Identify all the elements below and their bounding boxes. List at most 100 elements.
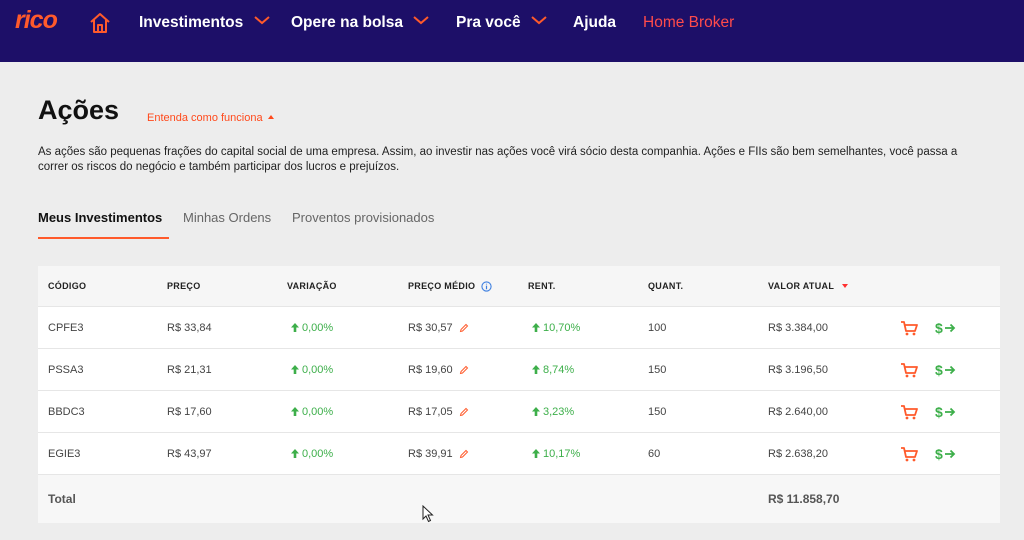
sell-button[interactable]: $ [935,307,957,348]
pencil-icon[interactable] [459,407,469,417]
header-rent[interactable]: RENT. [528,281,556,291]
preco-medio-value: R$ 30,57 [408,321,453,334]
sell-button[interactable]: $ [935,433,957,474]
home-icon[interactable] [89,12,111,34]
cell-codigo[interactable]: EGIE3 [48,447,81,460]
dollar-arrow-icon[interactable]: $ [935,404,957,420]
active-tab-indicator [38,237,169,239]
pencil-icon[interactable] [459,323,469,333]
cart-icon[interactable] [900,446,918,462]
header-variacao[interactable]: VARIAÇÃO [287,281,337,291]
arrow-up-icon [291,407,299,416]
cell-quant: 60 [648,447,661,460]
arrow-up-icon [291,449,299,458]
table-row: EGIE3 R$ 43,97 0,00% R$ 39,91 10,17% 60 R$ 2.6… [38,432,1000,474]
cell-quant: 150 [648,405,667,418]
svg-text:$: $ [935,362,943,378]
header-preco-medio[interactable]: PREÇO MÉDIO [408,266,492,306]
preco-medio-value: R$ 17,05 [408,405,453,418]
arrow-up-icon [532,449,540,458]
info-icon[interactable] [481,280,492,292]
nav-investimentos-label: Investimentos [139,14,244,31]
nav-home-broker[interactable]: Home Broker [643,14,735,31]
nav-pra-voce-label: Pra você [456,14,521,31]
svg-text:$: $ [935,404,943,420]
pencil-icon[interactable] [459,365,469,375]
total-value: R$ 11.858,70 [768,492,840,506]
nav-ajuda[interactable]: Ajuda [573,14,617,31]
cart-icon[interactable] [900,362,918,378]
table-header: CÓDIGO PREÇO VARIAÇÃO PREÇO MÉDIO RENT. … [38,266,1000,306]
chevron-down-icon [531,16,547,25]
top-nav: rico Investimentos Opere na bolsa Pra vo… [0,0,1024,62]
cell-preco-medio: R$ 17,05 [408,391,469,432]
cell-valor-atual: R$ 3.384,00 [768,321,828,334]
cell-preco: R$ 21,31 [167,363,212,376]
nav-investimentos[interactable]: Investimentos [139,14,270,32]
cell-rent: 10,70% [532,307,580,348]
cell-preco-medio: R$ 39,91 [408,433,469,474]
rent-value: 8,74% [543,363,575,376]
dollar-arrow-icon[interactable]: $ [935,320,957,336]
cell-quant: 150 [648,363,667,376]
dollar-arrow-icon[interactable]: $ [935,446,957,462]
cell-valor-atual: R$ 3.196,50 [768,363,828,376]
table-row: CPFE3 R$ 33,84 0,00% R$ 30,57 10,70% 100 R$ 3.… [38,306,1000,348]
rent-value: 3,23% [543,405,575,418]
how-it-works-toggle[interactable]: Entenda como funciona [147,112,274,124]
variacao-value: 0,00% [302,447,334,460]
total-row: Total R$ 11.858,70 [38,474,1000,523]
header-valor-atual-label: VALOR ATUAL [768,281,835,291]
cell-preco-medio: R$ 19,60 [408,349,469,390]
cell-codigo[interactable]: CPFE3 [48,321,84,334]
variacao-value: 0,00% [302,405,334,418]
buy-button[interactable] [900,349,918,390]
rent-value: 10,70% [543,321,581,334]
buy-button[interactable] [900,307,918,348]
cell-preco: R$ 17,60 [167,405,212,418]
nav-opere-label: Opere na bolsa [291,14,403,31]
cell-codigo[interactable]: BBDC3 [48,405,85,418]
chevron-down-icon [253,16,270,25]
header-quant[interactable]: QUANT. [648,281,684,291]
header-valor-atual[interactable]: VALOR ATUAL [768,266,849,306]
variacao-value: 0,00% [302,363,334,376]
chevron-down-icon [413,16,429,25]
preco-medio-value: R$ 19,60 [408,363,453,376]
tab-meus-investimentos[interactable]: Meus Investimentos [38,210,163,225]
rent-value: 10,17% [543,447,581,460]
tab-proventos-provisionados[interactable]: Proventos provisionados [292,210,435,225]
buy-button[interactable] [900,433,918,474]
cell-preco: R$ 43,97 [167,447,212,460]
page-title: Ações [38,95,120,125]
tab-minhas-ordens[interactable]: Minhas Ordens [183,210,272,225]
table-row: BBDC3 R$ 17,60 0,00% R$ 17,05 3,23% 150 R$ 2.6… [38,390,1000,432]
cell-valor-atual: R$ 2.640,00 [768,405,828,418]
cart-icon[interactable] [900,320,918,336]
rico-logo[interactable]: rico [15,6,58,34]
sell-button[interactable]: $ [935,391,957,432]
cell-variacao: 0,00% [291,349,333,390]
nav-opere-na-bolsa[interactable]: Opere na bolsa [291,14,429,32]
page-description: As ações são pequenas frações do capital… [38,146,958,173]
mouse-cursor-icon [422,505,434,523]
header-codigo[interactable]: CÓDIGO [48,281,87,291]
header-preco[interactable]: PREÇO [167,281,201,291]
cell-codigo[interactable]: PSSA3 [48,363,84,376]
cell-rent: 3,23% [532,391,574,432]
cell-variacao: 0,00% [291,433,333,474]
caret-up-icon [267,115,274,119]
cell-preco: R$ 33,84 [167,321,212,334]
cart-icon[interactable] [900,404,918,420]
dollar-arrow-icon[interactable]: $ [935,362,957,378]
table-row: PSSA3 R$ 21,31 0,00% R$ 19,60 8,74% 150 R$ 3.1… [38,348,1000,390]
arrow-up-icon [532,365,540,374]
svg-text:$: $ [935,320,943,336]
cell-preco-medio: R$ 30,57 [408,307,469,348]
nav-pra-voce[interactable]: Pra você [456,14,547,32]
sort-desc-icon [842,284,849,288]
pencil-icon[interactable] [459,449,469,459]
buy-button[interactable] [900,391,918,432]
total-label: Total [48,492,76,506]
sell-button[interactable]: $ [935,349,957,390]
